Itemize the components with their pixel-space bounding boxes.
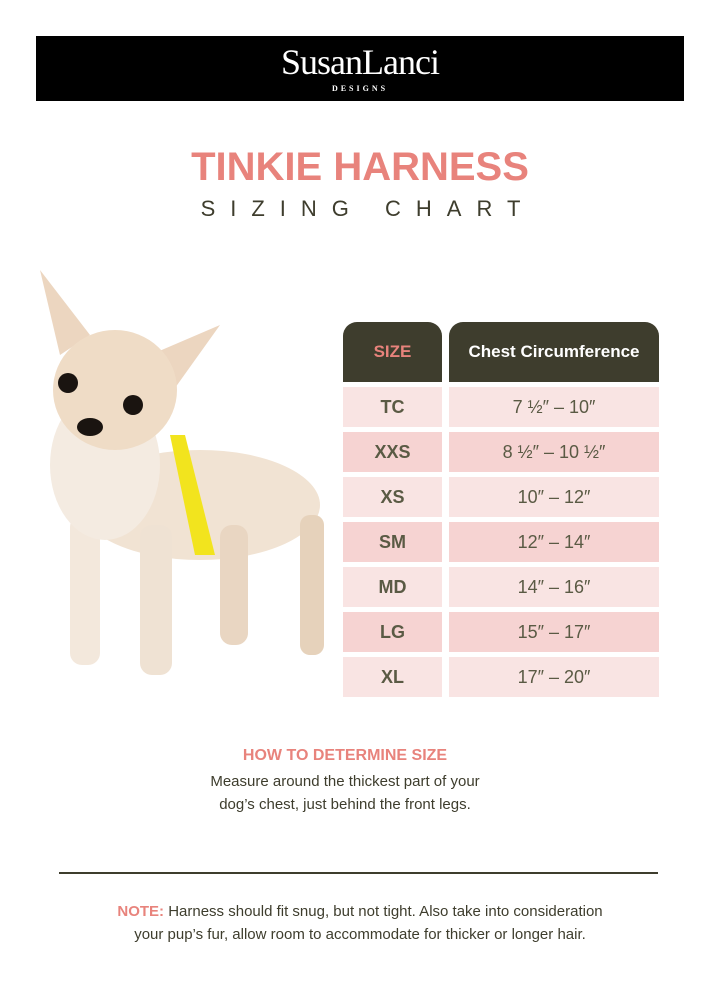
cell-chest: 17″ – 20″ — [449, 657, 659, 697]
how-heading: HOW TO DETERMINE SIZE — [242, 747, 448, 764]
page-title: TINKIE HARNESS — [191, 145, 529, 189]
cell-chest: 10″ – 12″ — [449, 477, 659, 517]
cell-size: XS — [343, 477, 442, 517]
header-size: SIZE — [343, 322, 442, 382]
note: NOTE: Harness should fit snug, but not t… — [0, 900, 720, 946]
note-text: Harness should fit snug, but not tight. … — [164, 903, 603, 920]
how-line: dog’s chest, just behind the front legs. — [219, 796, 471, 813]
brand-logo: SusanLanci — [281, 42, 440, 82]
cell-chest: 15″ – 17″ — [449, 612, 659, 652]
cell-size: XXS — [343, 432, 442, 472]
cell-size: LG — [343, 612, 442, 652]
cell-size: TC — [343, 387, 442, 427]
cell-chest: 7 ½″ – 10″ — [449, 387, 659, 427]
brand-sub: DESIGNS — [331, 84, 389, 93]
page-subtitle: SIZING CHART — [200, 196, 536, 221]
how-text: Measure around the thickest part of your… — [0, 770, 690, 816]
divider — [59, 872, 658, 874]
cell-chest: 8 ½″ – 10 ½″ — [449, 432, 659, 472]
chihuahua-image — [40, 270, 324, 675]
cell-chest: 14″ – 16″ — [449, 567, 659, 607]
note-line: your pup’s fur, allow room to accommodat… — [134, 926, 586, 943]
cell-size: MD — [343, 567, 442, 607]
note-label: NOTE: — [117, 903, 165, 920]
brand-banner: SusanLanci DESIGNS — [36, 36, 684, 101]
header-chest: Chest Circumference — [449, 322, 659, 382]
note-line: NOTE: Harness should fit snug, but not t… — [0, 900, 720, 923]
cell-size: SM — [343, 522, 442, 562]
cell-size: XL — [343, 657, 442, 697]
cell-chest: 12″ – 14″ — [449, 522, 659, 562]
how-line: Measure around the thickest part of your — [210, 773, 480, 790]
